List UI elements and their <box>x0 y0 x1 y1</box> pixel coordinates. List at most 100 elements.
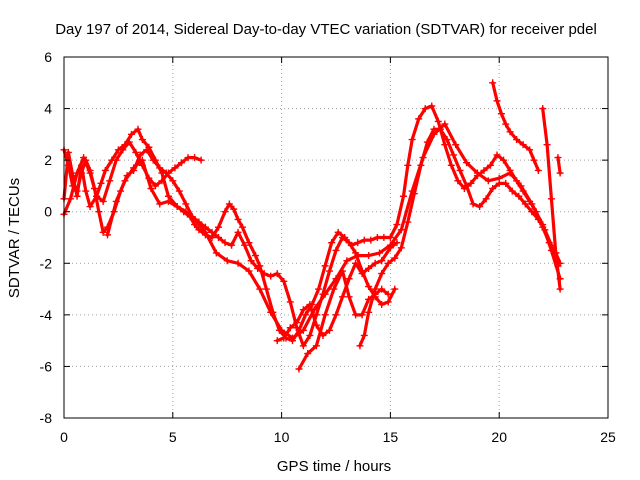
data-point-track-2-44 <box>325 267 333 275</box>
x-tick-label: 0 <box>60 429 68 445</box>
data-point-track-3-5 <box>93 192 101 200</box>
data-point-track-4-7 <box>164 197 172 205</box>
data-point-track-4-14 <box>234 259 242 267</box>
data-point-track-4-3 <box>130 164 138 172</box>
data-point-track-4-36 <box>473 169 481 177</box>
data-point-track-5-11 <box>345 275 353 283</box>
data-point-track-4-33 <box>441 120 449 128</box>
data-point-track-2-3 <box>73 187 81 195</box>
series-line-track-7 <box>358 127 560 348</box>
data-point-track-2-30 <box>234 228 242 236</box>
data-point-track-7-21 <box>489 185 497 193</box>
y-tick-label: -4 <box>40 307 53 323</box>
data-point-track-2-35 <box>267 272 275 280</box>
data-point-track-1-55 <box>386 234 394 241</box>
data-point-track-7-24 <box>508 187 516 195</box>
data-point-track-5-10 <box>339 293 347 301</box>
data-point-track-2-31 <box>241 241 249 249</box>
data-point-track-5-2 <box>286 324 294 332</box>
data-point-track-9-3 <box>552 249 560 257</box>
data-point-track-1-53 <box>373 234 381 241</box>
chart-title: Day 197 of 2014, Sidereal Day-to-day VTE… <box>55 21 597 38</box>
data-point-track-4-12 <box>212 249 220 257</box>
data-point-track-3-14 <box>151 182 159 190</box>
data-point-track-5-6 <box>312 321 320 329</box>
data-point-track-2-16 <box>143 146 151 154</box>
data-point-track-7-26 <box>521 200 529 208</box>
data-point-track-2-20 <box>169 177 177 185</box>
data-point-track-1-68 <box>467 179 475 187</box>
data-point-track-1-65 <box>447 161 455 169</box>
series-track-8 <box>489 79 542 174</box>
data-point-track-2-22 <box>182 200 190 208</box>
data-point-track-4-9 <box>182 208 190 216</box>
data-point-track-1-57 <box>399 192 407 200</box>
data-point-track-1-5 <box>82 187 90 195</box>
data-point-track-2-46 <box>339 234 347 241</box>
data-point-track-1-9 <box>101 166 109 174</box>
data-point-track-4-5 <box>147 185 155 193</box>
data-point-track-4-17 <box>267 308 275 316</box>
data-point-track-3-16 <box>164 169 172 177</box>
data-point-track-10-1 <box>556 169 564 177</box>
data-point-track-1-36 <box>262 285 270 293</box>
data-point-track-2-37 <box>280 277 288 285</box>
series-line-track-8 <box>491 81 541 173</box>
data-point-track-4-15 <box>245 267 253 275</box>
data-point-track-3-1 <box>67 195 75 203</box>
data-point-track-9-2 <box>547 195 555 203</box>
data-point-track-1-28 <box>221 208 229 216</box>
data-point-track-4-29 <box>397 226 405 234</box>
data-point-track-6-12 <box>384 290 392 298</box>
data-point-track-4-22 <box>321 290 329 298</box>
data-point-track-1-47 <box>334 228 342 236</box>
data-point-track-6-2 <box>312 342 320 350</box>
data-point-track-2-54 <box>391 285 399 293</box>
data-point-track-4-37 <box>484 177 492 185</box>
data-point-track-1-54 <box>380 234 388 241</box>
y-tick-label: -2 <box>40 255 53 271</box>
data-point-track-1-15 <box>138 136 146 144</box>
data-point-track-4-11 <box>201 228 209 236</box>
data-point-track-7-27 <box>528 208 536 216</box>
data-point-track-5-4 <box>299 306 307 314</box>
data-point-track-7-2 <box>365 308 373 316</box>
x-tick-label: 5 <box>169 429 177 445</box>
data-point-track-3-6 <box>99 197 107 205</box>
data-point-track-2-38 <box>286 298 294 306</box>
y-tick-label: -6 <box>40 358 53 374</box>
data-point-track-1-63 <box>434 117 442 125</box>
data-point-track-2-41 <box>306 331 314 339</box>
data-point-track-5-15 <box>371 259 379 267</box>
data-point-track-6-7 <box>352 311 360 319</box>
data-point-track-1-29 <box>225 200 233 208</box>
data-point-track-2-26 <box>208 228 216 236</box>
data-point-track-6-6 <box>345 293 353 301</box>
data-point-track-7-28 <box>534 215 542 223</box>
data-point-track-4-40 <box>517 182 525 190</box>
data-point-track-8-7 <box>526 146 534 154</box>
data-point-track-7-10 <box>417 161 425 169</box>
data-point-track-8-0 <box>489 79 497 87</box>
data-point-track-6-5 <box>339 267 347 275</box>
data-point-track-1-59 <box>408 136 416 144</box>
data-point-track-2-40 <box>299 342 307 350</box>
data-point-track-2-50 <box>365 282 373 290</box>
data-point-track-1-66 <box>454 177 462 185</box>
data-point-track-4-25 <box>354 252 362 260</box>
data-point-track-1-70 <box>480 166 488 174</box>
data-point-track-8-6 <box>519 141 527 149</box>
data-point-track-2-45 <box>332 246 340 254</box>
data-point-track-4-27 <box>376 249 384 257</box>
data-point-track-3-7 <box>106 177 114 185</box>
data-point-track-4-24 <box>343 257 351 265</box>
data-point-track-2-1 <box>64 161 72 169</box>
data-point-track-2-8 <box>95 208 103 216</box>
data-point-track-4-10 <box>191 215 199 223</box>
data-point-track-2-29 <box>228 241 236 249</box>
data-point-track-4-1 <box>112 197 120 205</box>
data-point-track-7-4 <box>378 270 386 278</box>
data-point-track-7-29 <box>541 226 549 234</box>
